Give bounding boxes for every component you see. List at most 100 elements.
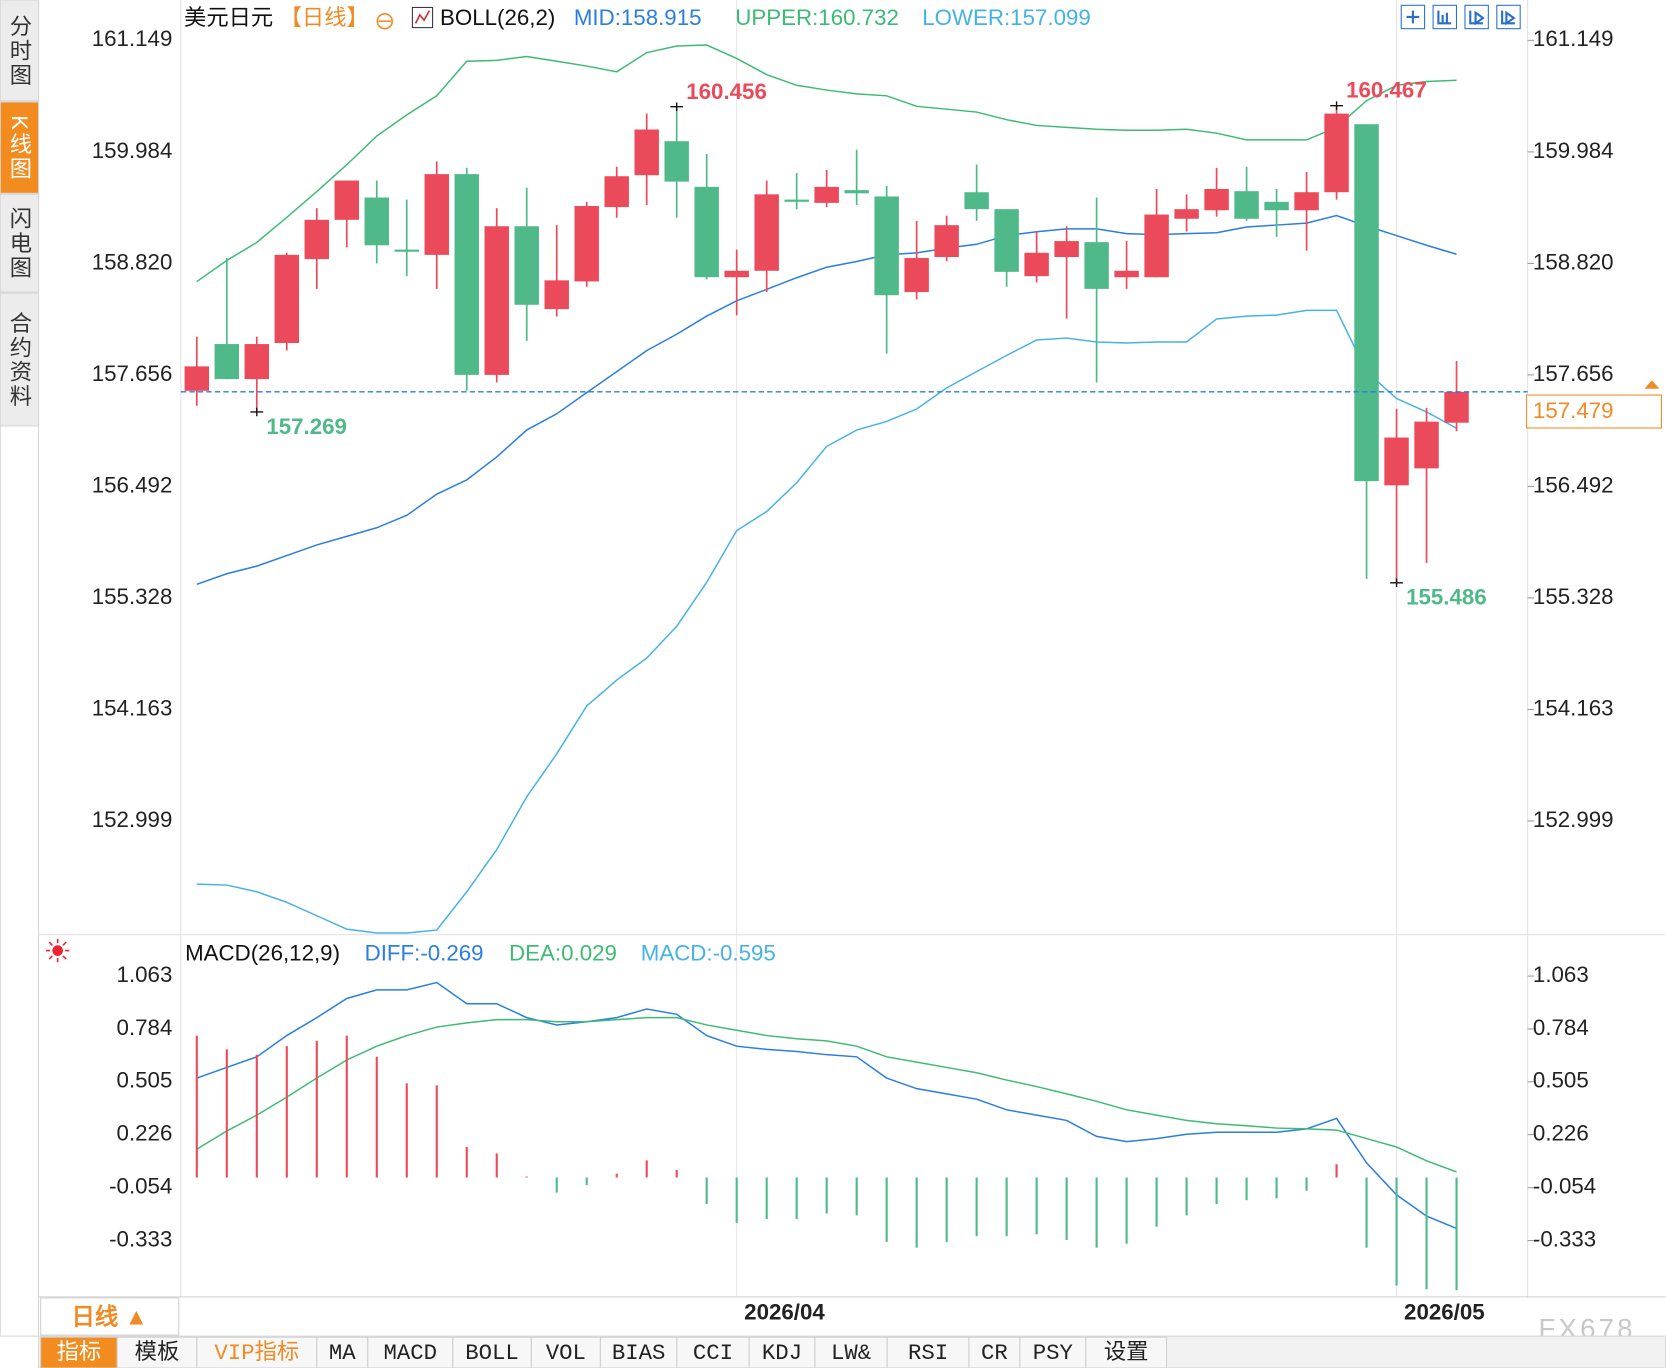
- toolbar-tab-label[interactable]: MACD: [384, 1340, 438, 1366]
- candle-body: [184, 366, 210, 391]
- macd-icon-dot: [52, 945, 63, 956]
- macd-icon[interactable]: [45, 938, 70, 963]
- x-tick-label: 2026/05: [1404, 1300, 1485, 1325]
- y-tick-label: 157.656: [92, 361, 173, 386]
- toolbar-tab[interactable]: [599, 1336, 678, 1368]
- candle-body: [1204, 188, 1229, 211]
- toolbar-tab[interactable]: [452, 1336, 532, 1368]
- candle-body: [784, 199, 809, 202]
- toolbar-tab[interactable]: [748, 1336, 816, 1368]
- toolbar-tab-label[interactable]: VOL: [546, 1340, 586, 1366]
- candle-body: [1384, 437, 1409, 486]
- x-tick-label: 2026/04: [744, 1300, 825, 1325]
- legend-entry: MID:158.915: [574, 5, 702, 30]
- y-tick-label-right: -0.333: [1533, 1226, 1596, 1251]
- candle-body: [934, 225, 959, 257]
- legend-entry: UPPER:160.732: [735, 5, 899, 30]
- candle-body: [1084, 242, 1109, 289]
- candle-body: [1024, 252, 1049, 277]
- top-icons[interactable]: [1400, 4, 1521, 30]
- y-tick-label: 156.492: [92, 472, 173, 497]
- toolbar-tab-label[interactable]: 设置: [1104, 1339, 1149, 1366]
- toolbar-tab[interactable]: [40, 1336, 118, 1368]
- y-tick-label-right: 0.226: [1533, 1121, 1589, 1146]
- candle-body: [874, 196, 899, 296]
- sidebar-tab-label[interactable]: 闪电图: [7, 207, 32, 281]
- last-price-label: 157.479: [1533, 398, 1614, 423]
- candle-body: [1174, 209, 1199, 219]
- candle-body: [574, 206, 599, 282]
- candle-body: [214, 344, 240, 380]
- toolbar-tab[interactable]: [1019, 1336, 1087, 1368]
- y-tick-label-right: 155.328: [1533, 584, 1614, 609]
- toolbar-tab-label[interactable]: MA: [329, 1340, 356, 1366]
- extreme-marker: [1390, 578, 1403, 588]
- extreme-label: 160.467: [1346, 78, 1427, 103]
- candle-body: [1444, 391, 1469, 423]
- legend-entry: MACD:-0.595: [641, 941, 776, 966]
- icon-glyphs: [1406, 10, 1516, 26]
- legend-entry: LOWER:157.099: [922, 5, 1091, 30]
- sidebar-tab[interactable]: [0, 193, 40, 293]
- sidebar-tab[interactable]: [0, 0, 40, 102]
- y-tick-label: 158.820: [92, 249, 173, 274]
- y-tick-label: 159.984: [92, 138, 173, 163]
- sidebar-tab-label[interactable]: 分时图: [7, 14, 32, 88]
- y-tick-label: 154.163: [92, 695, 173, 720]
- period-button-label[interactable]: 日线 ▲: [72, 1303, 148, 1329]
- icon[interactable]: [1464, 4, 1489, 30]
- indicator-line: [196, 309, 1457, 934]
- toolbar-tab-label[interactable]: LW&: [831, 1340, 871, 1366]
- candle-body: [484, 226, 509, 375]
- sidebar-tab-label[interactable]: K线图: [7, 115, 32, 181]
- y-tick-label: -0.054: [109, 1174, 172, 1199]
- toolbar-tab[interactable]: [1085, 1336, 1168, 1368]
- indicator-name: MACD(26,12,9): [185, 941, 340, 966]
- sidebar-tab-label[interactable]: 合约资料: [7, 311, 32, 409]
- toolbar-tab-label[interactable]: BOLL: [465, 1340, 519, 1366]
- icon[interactable]: [1400, 4, 1426, 30]
- toolbar-tab-label[interactable]: RSI: [908, 1340, 948, 1366]
- candle-body: [424, 174, 449, 255]
- candle-body: [394, 249, 419, 252]
- toolbar-tab[interactable]: [814, 1336, 888, 1368]
- toolbar-tab-label[interactable]: KDJ: [762, 1340, 802, 1366]
- toolbar-tab-label[interactable]: BIAS: [612, 1340, 666, 1366]
- period-button[interactable]: [40, 1297, 180, 1336]
- candle-body: [1324, 113, 1349, 193]
- extreme-marker: [250, 407, 264, 417]
- toolbar-tab-label[interactable]: CCI: [693, 1340, 733, 1366]
- y-tick-label: 0.505: [117, 1068, 173, 1093]
- toolbar-tab[interactable]: [116, 1336, 198, 1368]
- y-tick-label: 0.784: [117, 1015, 173, 1040]
- zoom-icon[interactable]: [376, 13, 394, 30]
- icon[interactable]: [1496, 4, 1521, 30]
- toolbar-tab[interactable]: [316, 1336, 369, 1368]
- toolbar-tab-label[interactable]: PSY: [1033, 1340, 1073, 1366]
- candle-body: [1354, 124, 1379, 482]
- y-tick-label: -0.333: [109, 1226, 172, 1251]
- sidebar-tab[interactable]: [0, 101, 40, 194]
- extreme-marker: [1330, 101, 1343, 110]
- candle-body: [514, 226, 539, 305]
- toolbar-tab-label[interactable]: 指标: [57, 1339, 102, 1366]
- candle-body: [964, 192, 989, 210]
- candle-body: [1114, 270, 1139, 278]
- candle-body: [814, 186, 839, 203]
- candle-body: [694, 186, 719, 278]
- toolbar-tab[interactable]: [968, 1336, 1021, 1368]
- icon[interactable]: [1432, 4, 1457, 30]
- indicator-line: [196, 1016, 1457, 1173]
- y-tick-label-right: 154.163: [1533, 695, 1614, 720]
- toolbar-tab-label[interactable]: CR: [981, 1340, 1008, 1366]
- y-tick-label-right: 152.999: [1533, 807, 1614, 832]
- candle-body: [454, 174, 479, 375]
- y-tick-label: 1.063: [117, 962, 173, 987]
- indicator-line: [196, 44, 1457, 283]
- toolbar-tab-label[interactable]: 模板: [135, 1339, 180, 1366]
- last-price-box: [1526, 394, 1662, 429]
- candle-body: [1294, 192, 1319, 211]
- sidebar-tab[interactable]: [0, 292, 40, 427]
- toolbar-tab-label[interactable]: VIP指标: [214, 1339, 299, 1366]
